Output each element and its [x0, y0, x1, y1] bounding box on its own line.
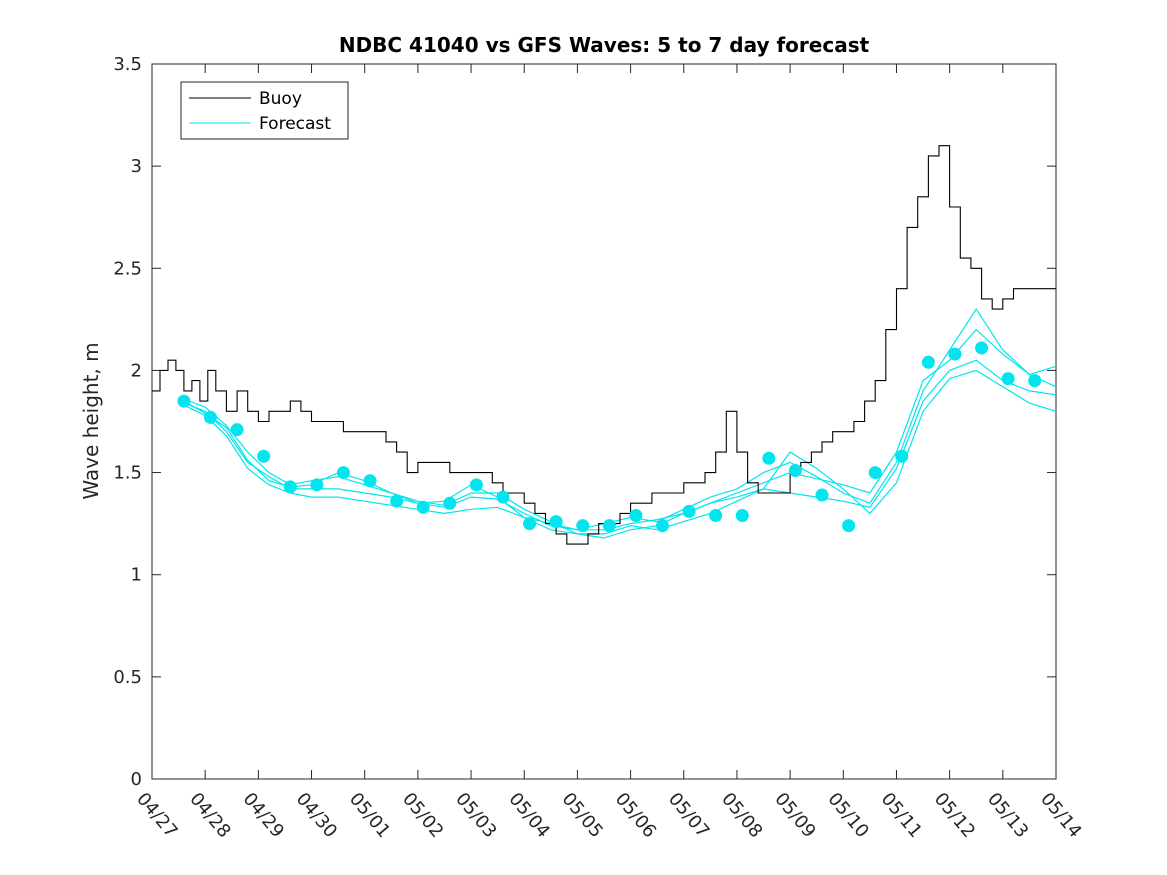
y-tick-label: 1.5: [113, 463, 142, 484]
forecast-marker: [310, 478, 324, 492]
forecast-marker: [948, 347, 962, 361]
forecast-marker: [416, 500, 430, 514]
x-axis-tick-labels: 04/27 04/28 04/29 04/30 05/01 05/02 05/03 05/04…: [132, 789, 1085, 842]
x-tick-label: 05/08: [717, 789, 766, 842]
x-tick-label: 05/05: [558, 789, 607, 842]
x-tick-label: 05/01: [345, 789, 394, 842]
legend-box: [180, 81, 349, 140]
forecast-marker: [549, 515, 563, 529]
forecast-marker: [975, 341, 989, 355]
x-tick-label: 05/09: [770, 789, 819, 842]
forecast-marker: [363, 474, 377, 488]
y-tick-label: 1: [131, 565, 142, 586]
plot-area: [151, 63, 1057, 780]
axis-ticks: [151, 63, 1057, 780]
forecast-line-1: [183, 359, 1057, 531]
forecast-marker: [203, 410, 217, 424]
legend: Buoy Forecast: [180, 81, 349, 140]
y-tick-label: 0.5: [113, 667, 142, 688]
x-tick-label: 05/02: [398, 789, 447, 842]
x-tick-label: 04/27: [132, 789, 181, 842]
forecast-marker: [655, 519, 669, 533]
forecast-marker: [868, 466, 882, 480]
x-tick-label: 05/12: [930, 789, 979, 842]
forecast-marker: [523, 517, 537, 531]
forecast-marker: [576, 519, 590, 533]
forecast-marker: [496, 490, 510, 504]
y-axis-tick-labels: 0 0.5 1 1.5 2 2.5 3 3.5: [113, 54, 142, 790]
forecast-marker: [283, 480, 297, 494]
forecast-marker: [1001, 372, 1015, 386]
x-tick-label: 05/07: [664, 789, 713, 842]
x-tick-label: 05/06: [611, 789, 660, 842]
forecast-marker: [443, 496, 457, 510]
forecast-marker: [709, 508, 723, 522]
x-tick-label: 04/28: [185, 789, 234, 842]
forecast-marker: [629, 508, 643, 522]
x-tick-label: 05/10: [823, 789, 872, 842]
forecast-marker: [230, 423, 244, 437]
forecast-marker: [177, 394, 191, 408]
x-tick-label: 04/29: [239, 789, 288, 842]
forecast-marker: [921, 355, 935, 369]
x-tick-label: 05/13: [983, 789, 1032, 842]
x-tick-label: 05/11: [877, 789, 926, 842]
legend-buoy-label: Buoy: [259, 89, 302, 109]
forecast-marker: [336, 466, 350, 480]
forecast-marker: [762, 451, 776, 465]
x-tick-label: 05/14: [1036, 789, 1085, 842]
buoy-line: [152, 145, 1056, 545]
chart-title: NDBC 41040 vs GFS Waves: 5 to 7 day fore…: [339, 33, 870, 57]
x-tick-label: 05/04: [504, 789, 553, 842]
forecast-marker: [842, 519, 856, 533]
forecast-marker: [815, 488, 829, 502]
y-tick-label: 0: [131, 769, 142, 790]
forecast-line-2: [183, 328, 1057, 539]
y-axis-label: Wave height, m: [79, 342, 103, 499]
legend-forecast-label: Forecast: [259, 114, 331, 134]
forecast-marker: [788, 464, 802, 478]
forecast-marker: [735, 508, 749, 522]
forecast-markers: [177, 341, 1042, 533]
x-tick-label: 04/30: [292, 789, 341, 842]
forecast-marker: [1028, 374, 1042, 388]
forecast-marker: [682, 504, 696, 518]
y-tick-label: 3: [131, 156, 142, 177]
y-tick-label: 2: [131, 360, 142, 381]
x-tick-label: 05/03: [451, 789, 500, 842]
y-tick-label: 3.5: [113, 54, 142, 75]
forecast-marker: [602, 519, 616, 533]
y-tick-label: 2.5: [113, 258, 142, 279]
forecast-marker: [257, 449, 271, 463]
forecast-marker: [895, 449, 909, 463]
forecast-marker: [390, 494, 404, 508]
forecast-marker: [469, 478, 483, 492]
